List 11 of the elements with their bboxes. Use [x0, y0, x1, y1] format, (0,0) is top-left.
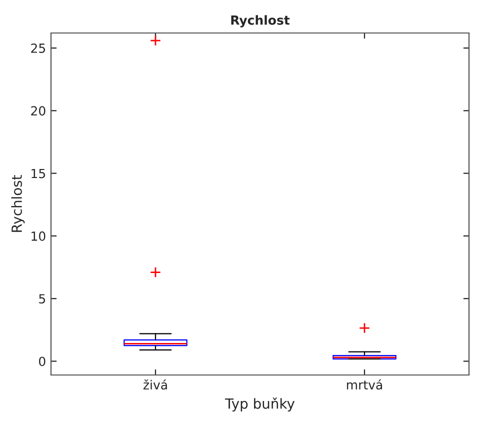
y-tick-label: 10 [32, 231, 46, 241]
x-tick-label: živá [143, 379, 167, 390]
y-tick-label: 15 [32, 168, 46, 178]
y-tick-label: 0 [39, 356, 46, 366]
y-tick-label: 20 [31, 106, 46, 116]
x-tick-label: mrtvá [347, 379, 382, 390]
y-axis-title: Rychlost [11, 175, 25, 232]
y-tick-label: 25 [31, 44, 46, 53]
chart-title: Rychlost [231, 15, 290, 28]
y-tick-label: 5 [39, 294, 46, 304]
x-axis-title: Typ buňky [224, 398, 295, 412]
